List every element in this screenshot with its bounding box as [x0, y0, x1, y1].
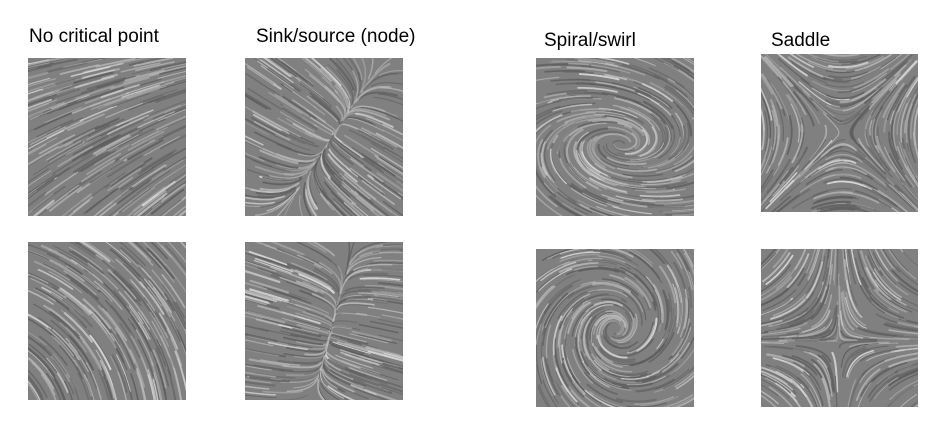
- tile-no-critical-point-1: [28, 58, 186, 216]
- tile-saddle-1: [761, 54, 918, 212]
- tile-node-2: [245, 242, 403, 400]
- label-no-critical-point: No critical point: [29, 26, 159, 47]
- tile-spiral-1: [536, 58, 694, 216]
- tile-spiral-2: [536, 249, 694, 407]
- label-spiral-swirl: Spiral/swirl: [544, 30, 636, 51]
- tile-saddle-2: [761, 249, 918, 407]
- label-sink-source-node: Sink/source (node): [256, 26, 416, 47]
- tile-no-critical-point-2: [28, 242, 186, 400]
- label-saddle: Saddle: [771, 30, 831, 51]
- tile-node-1: [245, 58, 403, 216]
